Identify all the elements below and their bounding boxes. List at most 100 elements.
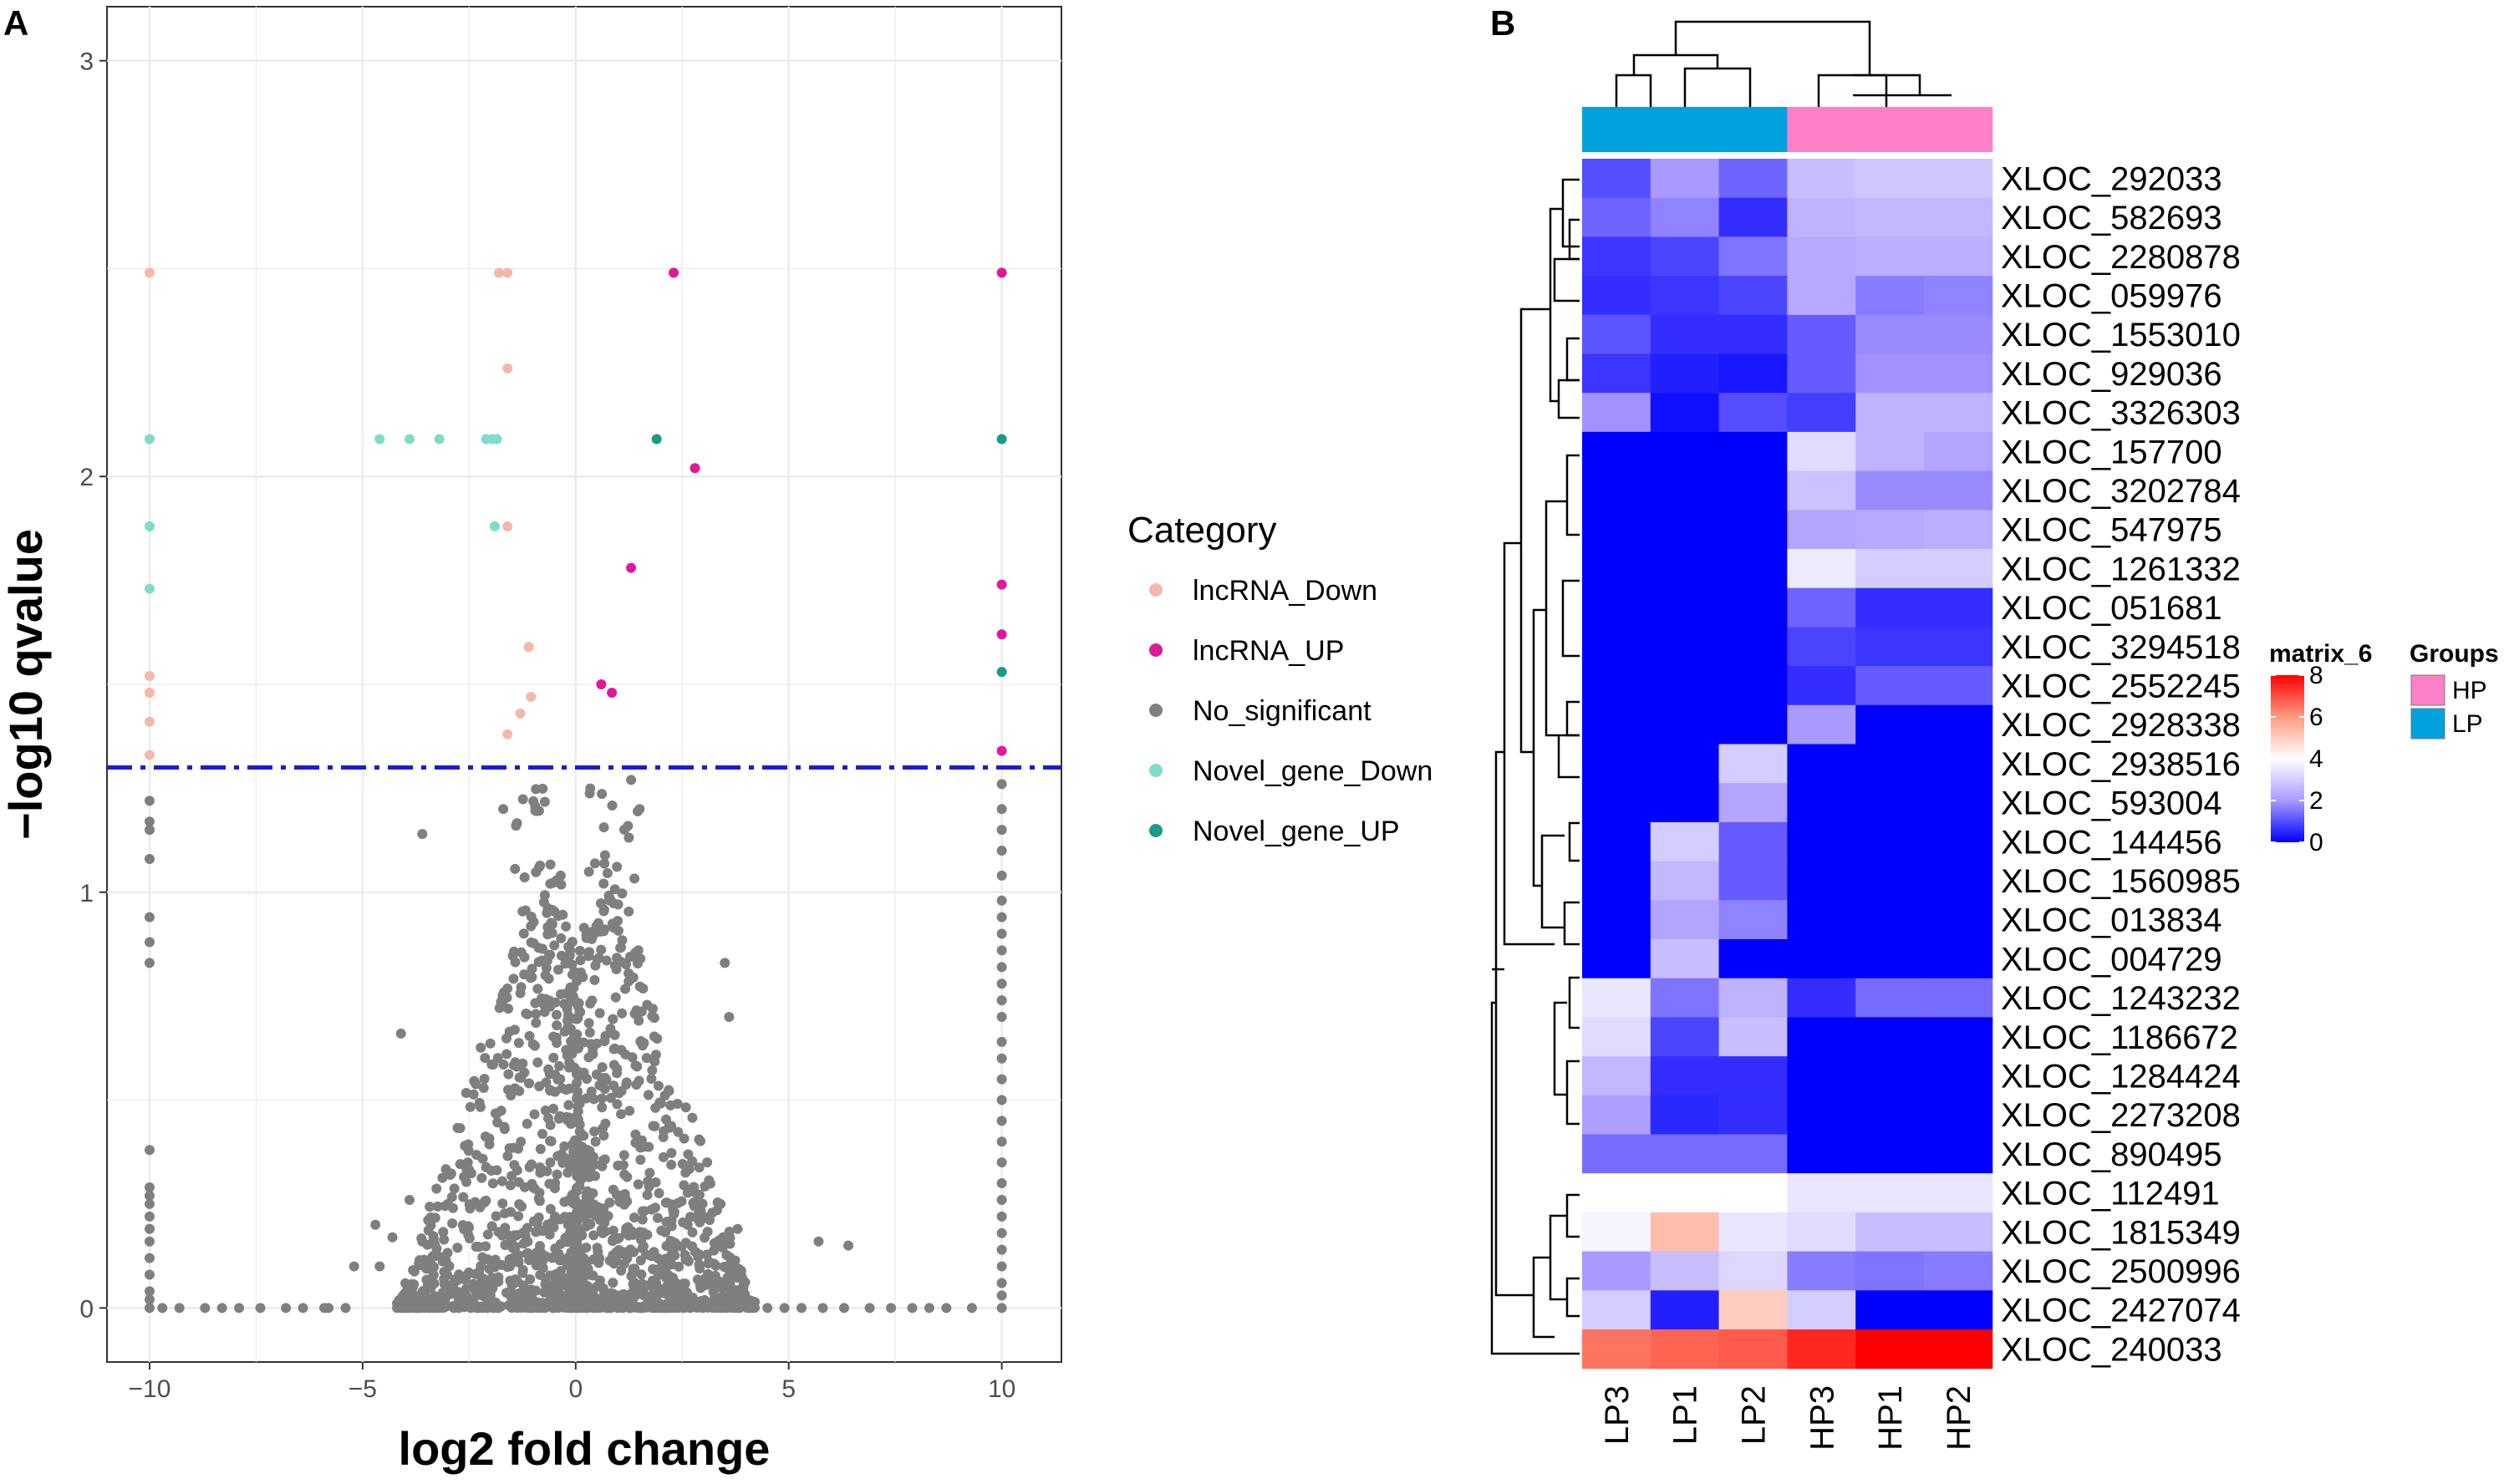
point-no-significant — [531, 1018, 542, 1029]
point-no-significant — [635, 1154, 646, 1165]
heatmap-cell — [1582, 783, 1651, 823]
heatmap-cell — [1718, 236, 1788, 277]
point-no-significant — [144, 1269, 155, 1280]
point-no-significant — [479, 1074, 490, 1085]
row-label: XLOC_1186672 — [2001, 1019, 2238, 1056]
point-no-significant — [477, 1252, 488, 1263]
point-no-significant — [588, 1199, 599, 1210]
heatmap-cell — [1718, 900, 1788, 940]
heatmap-cell — [1787, 1290, 1856, 1330]
heatmap-cell — [1924, 470, 1993, 511]
heatmap-cell — [1582, 861, 1651, 901]
point-no-significant — [646, 1073, 657, 1084]
point-lncrna-down — [502, 363, 513, 374]
point-no-significant — [404, 1194, 415, 1205]
row-label: XLOC_2280878 — [2001, 239, 2241, 276]
heatmap-cell — [1855, 236, 1925, 277]
heatmap-cell — [1855, 431, 1925, 472]
point-no-significant — [635, 1288, 646, 1298]
point-no-significant — [551, 1009, 562, 1020]
heatmap-cell — [1718, 470, 1788, 511]
point-no-significant — [628, 1212, 639, 1223]
point-no-significant — [501, 992, 512, 1003]
heatmap-cell — [1650, 627, 1720, 667]
heatmap-cell — [1582, 666, 1651, 706]
point-no-significant — [575, 1207, 586, 1218]
heatmap-cell — [1787, 314, 1856, 354]
point-no-significant — [670, 1295, 681, 1306]
point-no-significant — [545, 1085, 556, 1096]
heatmap-cell — [1787, 1329, 1856, 1370]
heatmap-cell — [1582, 159, 1651, 199]
point-no-significant — [574, 1119, 585, 1130]
point-no-significant — [631, 953, 642, 964]
point-no-significant — [430, 1212, 440, 1223]
point-no-significant — [664, 1085, 674, 1095]
point-no-significant — [449, 1183, 460, 1194]
heatmap-cell — [1855, 1134, 1925, 1174]
heatmap-cell — [1650, 1251, 1720, 1291]
point-no-significant — [544, 1270, 555, 1281]
heatmap-cell — [1650, 783, 1720, 823]
point-no-significant — [463, 1222, 474, 1233]
heatmap-cell — [1582, 821, 1651, 862]
heatmap-cell — [1582, 197, 1651, 237]
colorbar-tick-label: 0 — [2309, 829, 2323, 856]
point-no-significant — [554, 1268, 565, 1279]
point-no-significant — [588, 1230, 599, 1241]
row-label: XLOC_1815349 — [2001, 1214, 2241, 1251]
point-lncrna-down — [526, 691, 537, 702]
point-no-significant — [544, 1069, 555, 1080]
point-no-significant — [492, 1276, 503, 1287]
point-no-significant — [144, 1294, 155, 1305]
point-no-significant — [705, 1177, 715, 1188]
point-no-significant — [565, 982, 576, 993]
point-no-significant — [642, 999, 653, 1010]
row-label: XLOC_004729 — [2001, 941, 2222, 978]
point-no-significant — [491, 1109, 502, 1120]
point-no-significant — [569, 1232, 580, 1243]
point-no-significant — [613, 899, 623, 910]
point-lncrna-down — [144, 687, 155, 698]
point-no-significant — [602, 867, 613, 878]
point-no-significant — [546, 917, 557, 928]
point-no-significant — [518, 1238, 529, 1249]
point-no-significant — [432, 1300, 443, 1311]
point-no-significant — [620, 983, 631, 994]
point-no-significant — [813, 1236, 824, 1247]
point-no-significant — [664, 1270, 674, 1281]
heatmap-cell — [1787, 861, 1856, 901]
point-no-significant — [555, 988, 566, 999]
row-label: XLOC_051681 — [2001, 590, 2222, 627]
point-no-significant — [557, 1157, 568, 1168]
point-no-significant — [649, 1288, 659, 1298]
point-no-significant — [669, 1209, 679, 1220]
point-no-significant — [597, 1093, 608, 1104]
heatmap-cell — [1924, 1095, 1993, 1135]
point-no-significant — [442, 1198, 453, 1209]
point-no-significant — [464, 1199, 475, 1210]
point-no-significant — [631, 1080, 642, 1090]
point-no-significant — [547, 928, 557, 938]
heatmap-cell — [1582, 1329, 1651, 1370]
heatmap-cell — [1582, 978, 1651, 1018]
point-no-significant — [520, 1230, 531, 1241]
point-no-significant — [507, 1300, 518, 1311]
point-no-significant — [511, 821, 522, 831]
point-no-significant — [779, 1303, 790, 1314]
heatmap-cell — [1924, 861, 1993, 901]
point-no-significant — [537, 955, 547, 966]
row-label: XLOC_2928338 — [2001, 707, 2241, 744]
point-no-significant — [817, 1303, 828, 1314]
heatmap-cell — [1924, 666, 1993, 706]
point-no-significant — [616, 1109, 627, 1120]
point-lncrna-down — [494, 267, 505, 278]
point-no-significant — [671, 1285, 682, 1296]
heatmap-cell — [1855, 744, 1925, 784]
point-no-significant — [524, 1078, 535, 1089]
point-no-significant — [634, 981, 645, 992]
point-novel-gene-up — [651, 434, 662, 445]
heatmap-cell — [1718, 314, 1788, 354]
point-no-significant — [601, 955, 612, 966]
point-no-significant — [439, 1234, 450, 1245]
